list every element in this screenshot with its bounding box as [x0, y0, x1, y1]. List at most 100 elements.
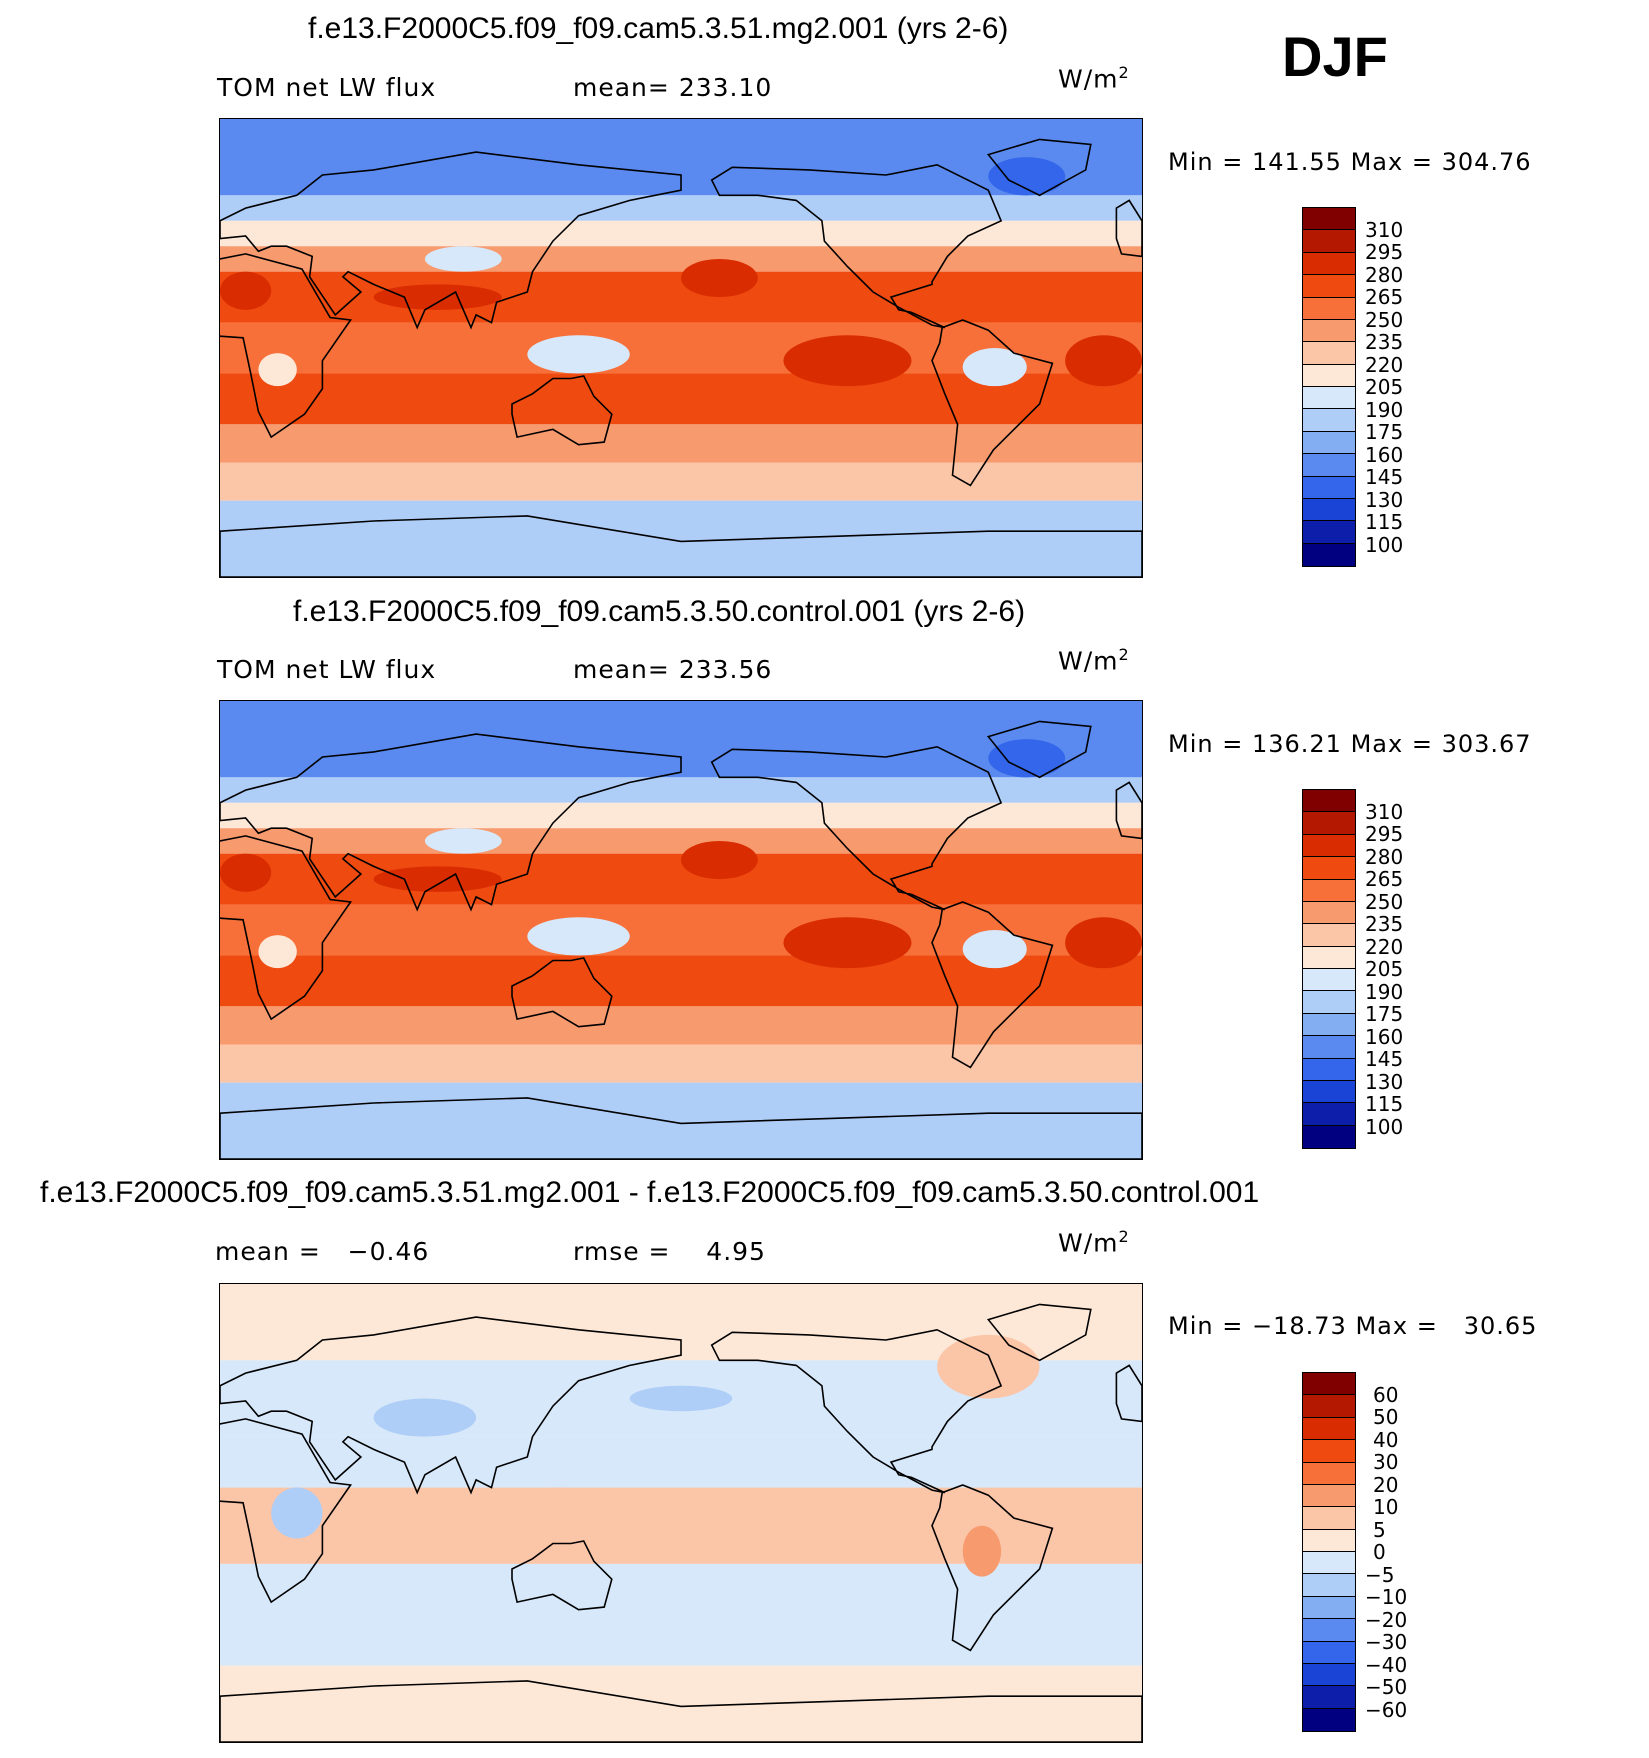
colorbar-tick-label: 175: [1365, 420, 1404, 444]
colorbar-tick-label: 130: [1365, 1069, 1404, 1094]
colorbar-swatch: [1303, 275, 1355, 298]
colorbar-tick-label: −60: [1365, 1697, 1408, 1722]
coastline: [220, 835, 353, 1021]
panel1-title: f.e13.F2000C5.f09_f09.cam5.3.51.mg2.001 …: [308, 12, 1009, 45]
colorbar-tick-label: 100: [1365, 1114, 1404, 1139]
coastline: [986, 138, 1092, 197]
colorbar-tick-label: 145: [1365, 465, 1404, 489]
colorbar-swatch: [1303, 297, 1355, 320]
panel2-mean-value: 233.56: [678, 655, 773, 684]
contour-band: [220, 777, 1142, 803]
panel3-units: W/m2: [1058, 1227, 1130, 1257]
colorbar-tick-label: 5: [1373, 1517, 1386, 1542]
colorbar-tick-label: 250: [1365, 307, 1404, 332]
colorbar-swatch: [1303, 252, 1355, 276]
max-label: Max: [1350, 148, 1404, 176]
colorbar-tick-label: 50: [1373, 1405, 1399, 1429]
colorbar-swatch: [1303, 834, 1355, 858]
colorbar-tick-label: 220: [1365, 934, 1404, 959]
panel1-units: W/m2: [1058, 63, 1130, 93]
contour-patch: [629, 1385, 733, 1412]
contour-band: [220, 802, 1142, 829]
colorbar-tick-label: 190: [1365, 979, 1404, 1004]
min-label: Min: [1168, 1312, 1214, 1340]
colorbar-2: [1302, 789, 1356, 1149]
min-value: −18.73: [1251, 1312, 1347, 1340]
colorbar-swatch: [1303, 1663, 1355, 1687]
colorbar-swatch: [1303, 1574, 1355, 1597]
contour-patch: [220, 271, 272, 310]
colorbar-tick-label: −5: [1365, 1562, 1395, 1587]
season-label: DJF: [1282, 25, 1388, 88]
contour-patch: [424, 246, 502, 272]
colorbar-tick-label: 295: [1365, 240, 1404, 264]
colorbar-swatch: [1303, 991, 1355, 1014]
rmse-value: 4.95: [706, 1237, 766, 1266]
contour-band: [220, 220, 1142, 247]
colorbar-tick-label: 0: [1373, 1540, 1386, 1564]
contour-patch: [962, 930, 1027, 969]
contour-patch: [373, 284, 502, 310]
coastline: [986, 1303, 1092, 1362]
contour-band: [220, 271, 1142, 323]
contour-band: [220, 424, 1142, 463]
colorbar-tick-label: 235: [1365, 330, 1404, 354]
colorbar-tick-label: 115: [1365, 1092, 1404, 1116]
contour-patch: [373, 866, 502, 892]
colorbar-swatch: [1303, 521, 1355, 544]
panel1-mean: mean= 233.10: [573, 73, 772, 102]
colorbar-swatch: [1303, 387, 1355, 410]
panel2-mean: mean= 233.56: [573, 655, 772, 684]
contour-patch: [681, 840, 758, 880]
contour-patch: [937, 1334, 1040, 1399]
colorbar-swatch: [1303, 498, 1355, 522]
colorbar-tick-label: 160: [1365, 442, 1404, 467]
max-value: 30.65: [1463, 1312, 1538, 1340]
colorbar-swatch: [1303, 969, 1355, 992]
colorbar-swatch: [1303, 1529, 1355, 1552]
coastline: [1115, 199, 1142, 258]
contour-band: [220, 1082, 1142, 1159]
coastline: [511, 1540, 613, 1611]
panel1-map: [219, 118, 1143, 578]
colorbar-swatch: [1303, 319, 1355, 343]
contour-patch: [527, 917, 630, 956]
colorbar-tick-label: −40: [1365, 1652, 1408, 1677]
contour-band: [220, 1487, 1142, 1564]
contour-patch: [988, 739, 1066, 778]
units-sup: 2: [1118, 63, 1130, 82]
colorbar-swatch: [1303, 790, 1355, 813]
panel2-map: [219, 700, 1143, 1160]
rmse-label: rmse =: [573, 1237, 671, 1266]
contour-patch: [258, 353, 297, 387]
colorbar-tick-label: 205: [1365, 957, 1404, 981]
colorbar-swatch: [1303, 879, 1355, 902]
colorbar-swatch: [1303, 1373, 1355, 1396]
colorbar-swatch: [1303, 543, 1355, 566]
coastline: [220, 151, 682, 330]
colorbar-swatch: [1303, 1686, 1355, 1709]
contour-patch: [373, 1398, 477, 1437]
panel3-minmax: Min = −18.73 Max = 30.65: [1168, 1312, 1538, 1340]
units-text: W/m: [1058, 646, 1119, 676]
colorbar-tick-label: 235: [1365, 912, 1404, 936]
colorbar-tick-label: 310: [1365, 217, 1404, 242]
mean-label: mean =: [215, 1237, 321, 1266]
colorbar-3: [1302, 1372, 1356, 1732]
colorbar-swatch: [1303, 901, 1355, 925]
colorbar-tick-label: 20: [1373, 1472, 1399, 1497]
contour-patch: [220, 853, 272, 892]
colorbar-swatch: [1303, 1036, 1355, 1059]
contour-band: [220, 500, 1142, 577]
contour-patch: [1065, 917, 1142, 969]
colorbar-swatch: [1303, 857, 1355, 880]
colorbar-tick-label: −50: [1365, 1675, 1408, 1699]
colorbar-swatch: [1303, 431, 1355, 455]
coastline: [710, 163, 1003, 329]
contour-patch: [962, 1525, 1002, 1577]
coastline: [931, 901, 1054, 1069]
colorbar-swatch: [1303, 1552, 1355, 1575]
colorbar-swatch: [1303, 342, 1355, 365]
colorbar-swatch: [1303, 1440, 1355, 1463]
coastline: [931, 1484, 1054, 1652]
